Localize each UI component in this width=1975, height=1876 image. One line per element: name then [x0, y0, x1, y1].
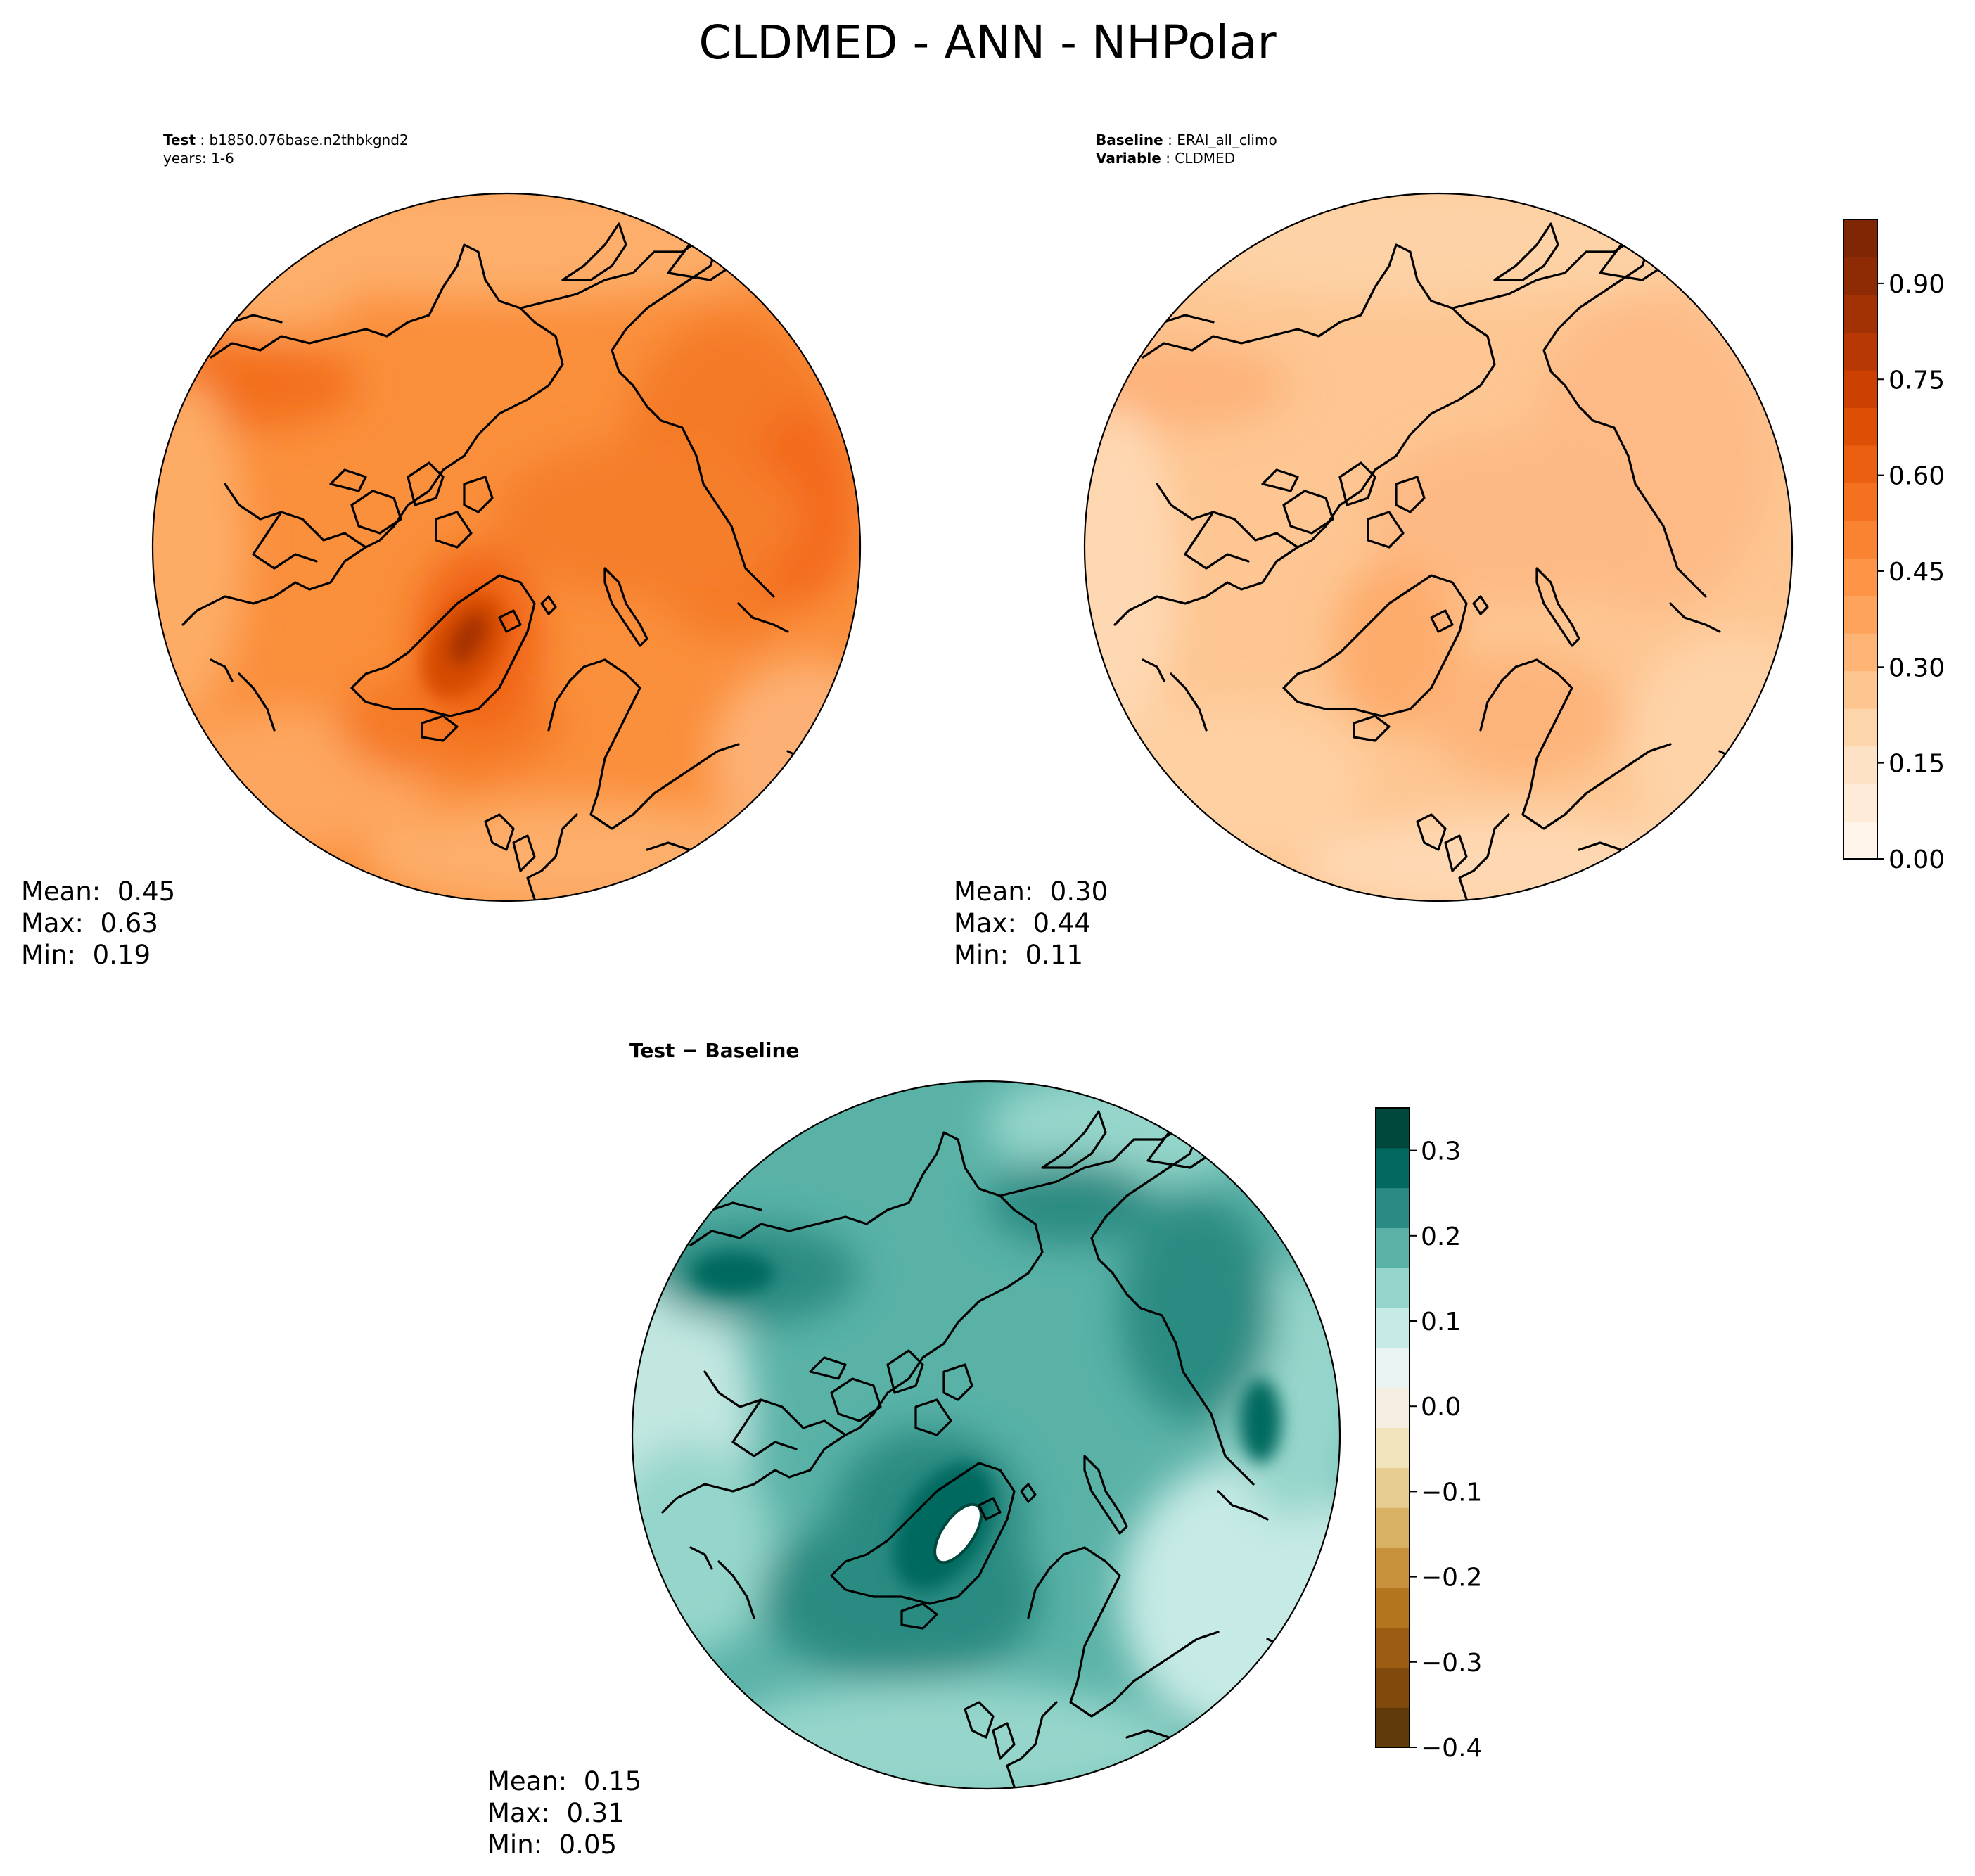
orange-colorbar-tick-label: 0.60: [1888, 462, 1945, 491]
orange-colorbar-tick-label: 0.75: [1888, 366, 1945, 395]
variable-meta-value: CLDMED: [1175, 150, 1236, 167]
orange-colorbar-swatch: [1843, 633, 1877, 672]
difference-colorbar-swatch: [1376, 1108, 1410, 1149]
difference-colorbar-swatch: [1376, 1547, 1410, 1588]
test-meta: Test : b1850.076base.n2thbkgnd2 years: 1…: [163, 131, 409, 167]
test-meta-value: b1850.076base.n2thbkgnd2: [209, 132, 409, 148]
orange-colorbar-tick-label: 0.00: [1888, 846, 1945, 874]
difference-colorbar-swatch: [1376, 1347, 1410, 1389]
baseline-meta-key: Baseline: [1096, 132, 1163, 148]
orange-colorbar-swatch: [1843, 784, 1877, 822]
orange-colorbar-swatch: [1843, 407, 1877, 446]
difference-colorbar-tick-label: 0.1: [1421, 1308, 1461, 1336]
test-meta-line-1: Test : b1850.076base.n2thbkgnd2: [163, 132, 409, 148]
difference-map: [631, 1080, 1341, 1790]
difference-colorbar: −0.4 −0.3 −0.2 −0.1 0.0 0.1 0.2 0.3: [1375, 1107, 1482, 1763]
orange-colorbar-swatch: [1843, 445, 1877, 483]
test-mean: Mean: 0.45: [21, 876, 176, 907]
difference-colorbar-frame: [1375, 1107, 1410, 1748]
orange-colorbar-swatch: [1843, 708, 1877, 747]
test-meta-key: Test: [163, 132, 196, 148]
test-map: [151, 192, 862, 902]
baseline-map: [1083, 192, 1794, 902]
test-map-border: [151, 192, 862, 902]
orange-colorbar-tick-label: 0.90: [1888, 270, 1945, 299]
difference-colorbar-swatch: [1376, 1387, 1410, 1429]
figure-title: CLDMED - ANN - NHPolar: [698, 15, 1277, 70]
difference-colorbar-swatch: [1376, 1427, 1410, 1468]
baseline-max: Max: 0.44: [954, 908, 1091, 938]
difference-min: Min: 0.05: [487, 1830, 618, 1860]
difference-stats: Mean: 0.15 Max: 0.31 Min: 0.05: [487, 1766, 641, 1861]
difference-colorbar-tick-label: −0.2: [1421, 1564, 1482, 1593]
difference-colorbar-swatch: [1376, 1467, 1410, 1508]
baseline-min: Min: 0.11: [954, 940, 1084, 970]
baseline-mean: Mean: 0.30: [954, 876, 1108, 907]
test-min: Min: 0.19: [21, 940, 151, 970]
orange-colorbar-swatch: [1843, 332, 1877, 371]
test-meta-line-2: years: 1-6: [163, 150, 234, 167]
orange-colorbar-swatch: [1843, 369, 1877, 408]
difference-colorbar-tick-label: −0.3: [1421, 1649, 1482, 1678]
difference-colorbar-swatch: [1376, 1308, 1410, 1348]
orange-colorbar-frame: [1843, 219, 1878, 860]
difference-missing-region: [933, 1502, 983, 1564]
variable-meta-key: Variable: [1096, 150, 1161, 167]
orange-colorbar-swatch: [1843, 746, 1877, 784]
difference-colorbar-swatch: [1376, 1227, 1410, 1268]
difference-colorbar-swatch: [1376, 1627, 1410, 1668]
orange-colorbar-swatch: [1843, 483, 1877, 521]
orange-colorbar-swatch: [1843, 257, 1877, 295]
orange-colorbar: 0.00 0.15 0.30 0.45 0.60 0.75 0.90: [1843, 219, 1945, 874]
difference-colorbar-swatch: [1376, 1147, 1410, 1189]
baseline-meta: Baseline : ERAI_all_climo Variable : CLD…: [1096, 131, 1277, 167]
orange-colorbar-swatch: [1843, 670, 1877, 709]
difference-max: Max: 0.31: [487, 1798, 625, 1828]
difference-colorbar-swatch: [1376, 1667, 1410, 1708]
orange-colorbar-swatch: [1843, 595, 1877, 634]
test-stats: Mean: 0.45 Max: 0.63 Min: 0.19: [21, 876, 175, 971]
baseline-meta-line-2: Variable : CLDMED: [1096, 150, 1236, 167]
orange-colorbar-tick-label: 0.15: [1888, 750, 1945, 779]
test-max: Max: 0.63: [21, 908, 158, 938]
difference-colorbar-tick-label: 0.3: [1421, 1137, 1461, 1166]
orange-colorbar-swatch: [1843, 520, 1877, 559]
baseline-meta-value: ERAI_all_climo: [1177, 132, 1277, 148]
orange-colorbar-tick-label: 0.30: [1888, 653, 1945, 682]
orange-colorbar-swatch: [1843, 821, 1877, 860]
orange-colorbar-tick-label: 0.45: [1888, 558, 1945, 587]
difference-colorbar-swatch: [1376, 1587, 1410, 1628]
baseline-meta-line-1: Baseline : ERAI_all_climo: [1096, 132, 1277, 148]
difference-colorbar-swatch: [1376, 1707, 1410, 1748]
orange-colorbar-swatch: [1843, 219, 1877, 258]
baseline-stats: Mean: 0.30 Max: 0.44 Min: 0.11: [954, 876, 1108, 971]
difference-colorbar-tick-label: 0.2: [1421, 1223, 1461, 1251]
difference-title: Test − Baseline: [629, 1039, 800, 1062]
orange-colorbar-swatch: [1843, 294, 1877, 333]
baseline-map-border: [1083, 192, 1794, 902]
difference-colorbar-swatch: [1376, 1507, 1410, 1548]
difference-map-border: [631, 1080, 1341, 1790]
difference-mean: Mean: 0.15: [487, 1766, 642, 1797]
difference-colorbar-tick-label: −0.1: [1421, 1478, 1482, 1507]
difference-colorbar-swatch: [1376, 1268, 1410, 1308]
difference-colorbar-tick-label: 0.0: [1421, 1393, 1461, 1422]
difference-colorbar-tick-label: −0.4: [1421, 1734, 1482, 1763]
orange-colorbar-swatch: [1843, 558, 1877, 596]
difference-colorbar-swatch: [1376, 1187, 1410, 1229]
